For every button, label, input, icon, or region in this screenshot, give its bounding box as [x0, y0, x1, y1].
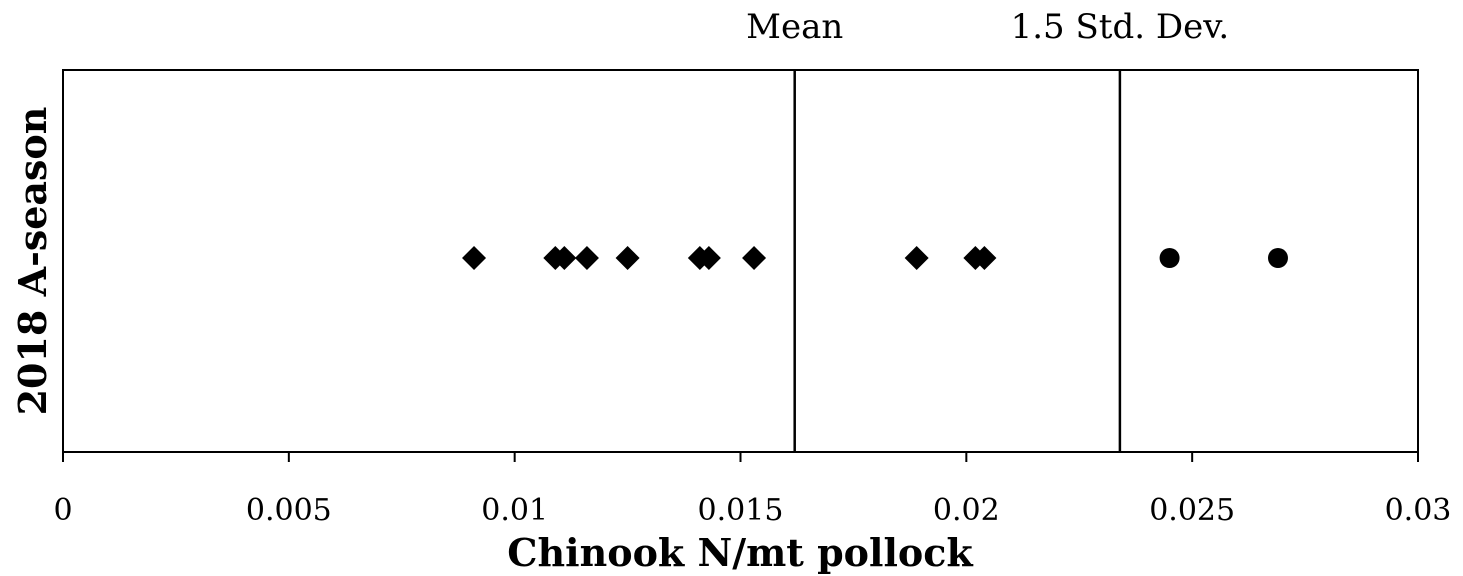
diamond-point — [972, 246, 997, 270]
x-axis-ticks — [62, 452, 1419, 462]
plot-area — [62, 69, 1419, 453]
reference-lines: Mean 1.5 Std. Dev. — [746, 7, 1229, 452]
diamond-point — [574, 246, 599, 270]
circle-point — [1267, 248, 1288, 268]
reference-line-label: 1.5 Std. Dev. — [1011, 7, 1230, 47]
x-axis-tick-labels: 0 0.005 0.01 0.015 0.02 0.025 0.03 — [53, 493, 1451, 528]
diamond-point — [552, 246, 577, 270]
reference-line-label: Mean — [746, 7, 843, 47]
diamond-point — [696, 246, 721, 270]
x-tick-label: 0.015 — [698, 493, 784, 528]
x-tick-label: 0.025 — [1149, 493, 1235, 528]
circle-point — [1159, 248, 1180, 268]
x-tick-label: 0 — [53, 493, 72, 528]
diamond-point — [904, 246, 929, 270]
x-tick-label: 0.03 — [1385, 493, 1452, 528]
diamond-point — [742, 246, 767, 270]
data-points — [462, 246, 1288, 270]
x-tick-label: 0.02 — [933, 493, 1000, 528]
x-axis-title: Chinook N/mt pollock — [507, 530, 973, 575]
diamond-point — [615, 246, 640, 270]
y-axis-title: 2018 A-season — [10, 107, 55, 416]
diamond-point — [462, 246, 487, 270]
x-tick-label: 0.01 — [481, 493, 548, 528]
x-tick-label: 0.005 — [246, 493, 332, 528]
